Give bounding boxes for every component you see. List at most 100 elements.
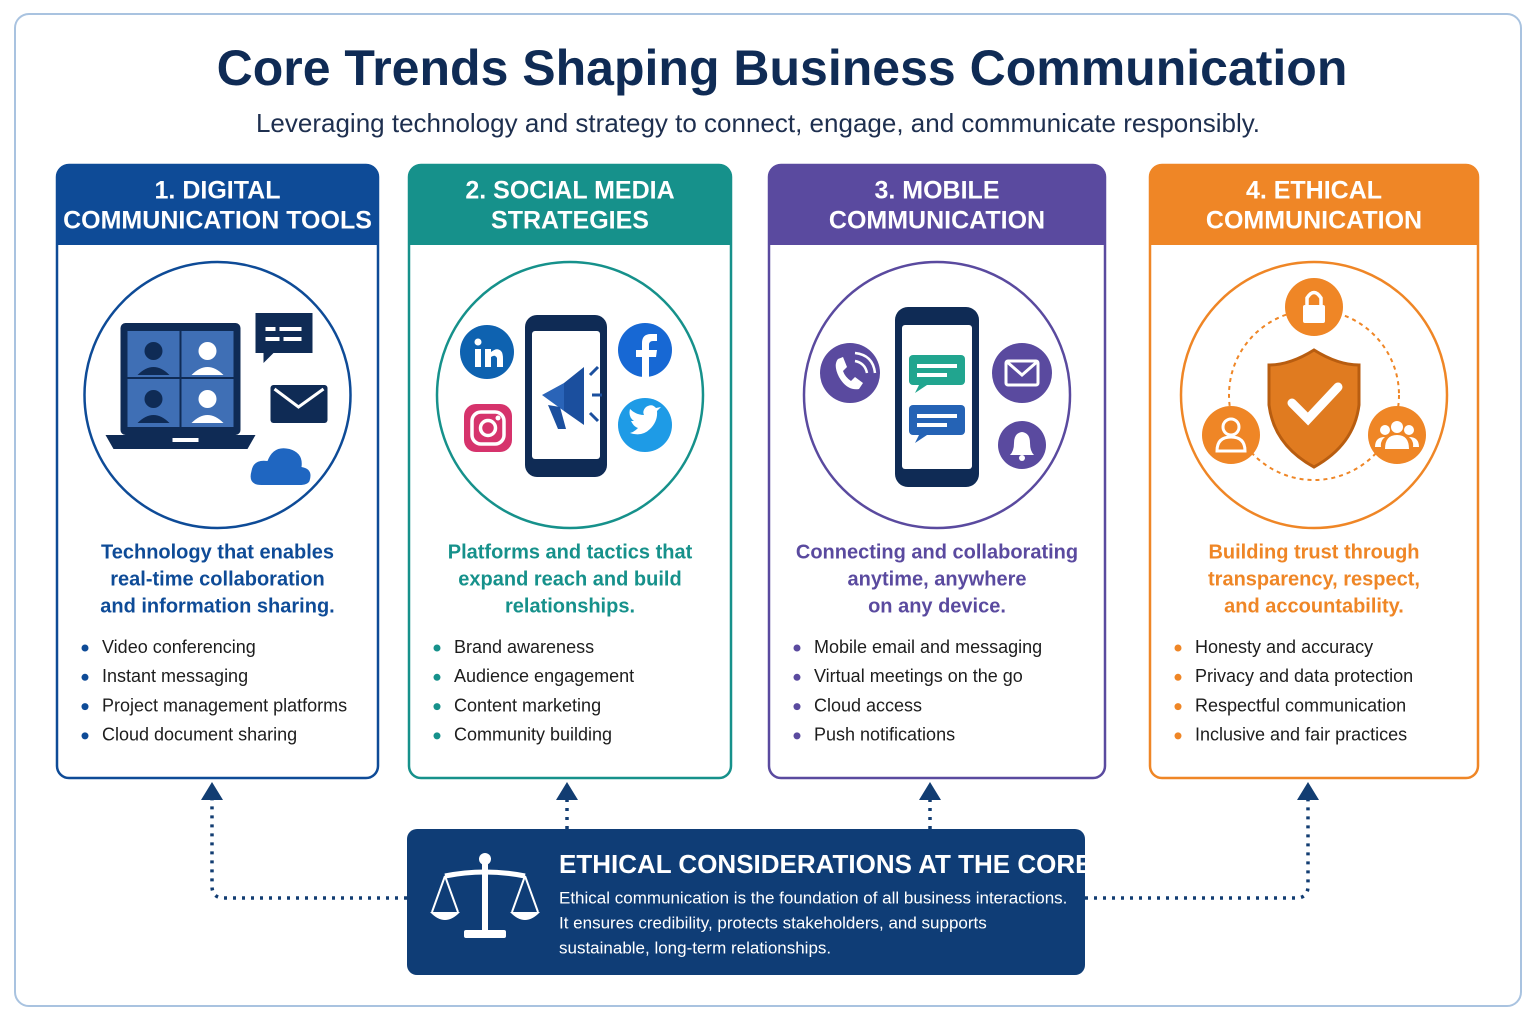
card-description: Platforms and tactics that [448,541,693,563]
icon-shape [915,435,927,443]
scale-top [479,853,491,865]
icon-shape [191,367,224,375]
subtitle: Leveraging technology and strategy to co… [256,108,1260,138]
bullet-dot [793,673,801,681]
bullet-dot [81,673,89,681]
icon-shape [1228,309,1400,481]
card-description: relationships. [505,595,635,617]
scale-strings [431,875,539,913]
scale-pans [430,912,540,920]
icon-shape [548,405,566,429]
icon-shape [917,364,957,368]
core-title: ETHICAL CONSIDERATIONS AT THE CORE [559,849,1093,879]
card-title: 3. MOBILE [874,177,999,205]
icon-shape [265,327,276,331]
card-title: 4. ETHICAL [1246,177,1382,205]
icon-shape [564,367,584,425]
bullet-text: Respectful communication [1195,695,1406,715]
icon [1202,278,1426,481]
icon-shape [279,327,302,331]
card-title: STRATEGIES [491,207,649,235]
icon-shape [1010,432,1034,455]
bullet-dot [1174,673,1182,681]
card-header [409,165,731,245]
icon-shape [283,337,302,341]
card-description: expand reach and build [458,568,681,590]
icon [105,313,328,485]
card-description: Building trust through [1208,541,1419,563]
icon-shape [191,415,224,423]
bullet-text: Cloud access [814,695,922,715]
card-description: and information sharing. [100,595,334,617]
icon-shape [992,343,1052,403]
icon-shape [909,405,965,435]
icon-shape [917,373,947,377]
icon-shape [636,334,657,377]
icon-shape [1375,435,1419,449]
card-header [57,165,378,245]
icon-shape [1380,425,1390,435]
bullet-text: Brand awareness [454,637,594,657]
icon-shape [1004,359,1040,387]
card-title: COMMUNICATION TOOLS [63,207,372,235]
arrow-head [1297,782,1319,800]
scale-base [464,930,506,938]
icon-shape [542,383,564,411]
icon-shape [470,410,506,446]
bullet-dot [1174,644,1182,652]
bullet-text: Video conferencing [102,637,256,657]
icon-shape [1019,455,1025,461]
icon-shape [475,349,481,367]
icon-shape [902,325,972,469]
icon-shape [144,390,163,408]
icon-shape [172,438,199,442]
arrow-heads [201,782,1319,800]
card-title: 2. SOCIAL MEDIA [465,177,674,205]
card-description: on any device. [868,595,1006,617]
title: Core Trends Shaping Business Communicati… [217,40,1348,96]
bullet-dot [81,732,89,740]
card-description: and accountability. [1224,595,1404,617]
icon-shape [250,448,311,485]
card-description: anytime, anywhere [848,568,1027,590]
card-description: Connecting and collaborating [796,541,1078,563]
bullet-text: Audience engagement [454,666,634,686]
bullet-text: Push notifications [814,725,955,745]
icon-shape [629,405,661,435]
icon-shape [464,404,512,452]
bullet-text: Honesty and accuracy [1195,637,1373,657]
bullet-text: Privacy and data protection [1195,666,1413,686]
scale-post [482,862,488,930]
bullet-text: Project management platforms [102,695,347,715]
icon-shape [917,423,947,427]
icon-shape [1221,417,1241,437]
icon-shape [854,351,877,374]
icon-shape [137,415,170,423]
icon-shape [1303,305,1325,323]
bullet-dot [433,673,441,681]
arrow-head [201,782,223,800]
icon-shape [273,387,325,409]
bullet-dot [81,703,89,711]
bullet-text: Virtual meetings on the go [814,666,1023,686]
bullet-dot [433,703,441,711]
core-box [407,829,1085,975]
icon-shape [478,418,498,438]
bullet-text: Instant messaging [102,666,248,686]
icon-shape [1305,290,1323,305]
bullet-dot [1174,703,1182,711]
icon-shape [915,385,927,393]
icon-shape [917,414,957,418]
core-text: sustainable, long-term relationships. [559,938,831,957]
icon-shape [1215,435,1247,453]
bullet-text: Community building [454,725,612,745]
bullet-text: Cloud document sharing [102,725,297,745]
icon-shape [1287,382,1343,426]
core-text: It ensures credibility, protects stakeho… [559,913,987,932]
icon-shape [909,355,965,385]
